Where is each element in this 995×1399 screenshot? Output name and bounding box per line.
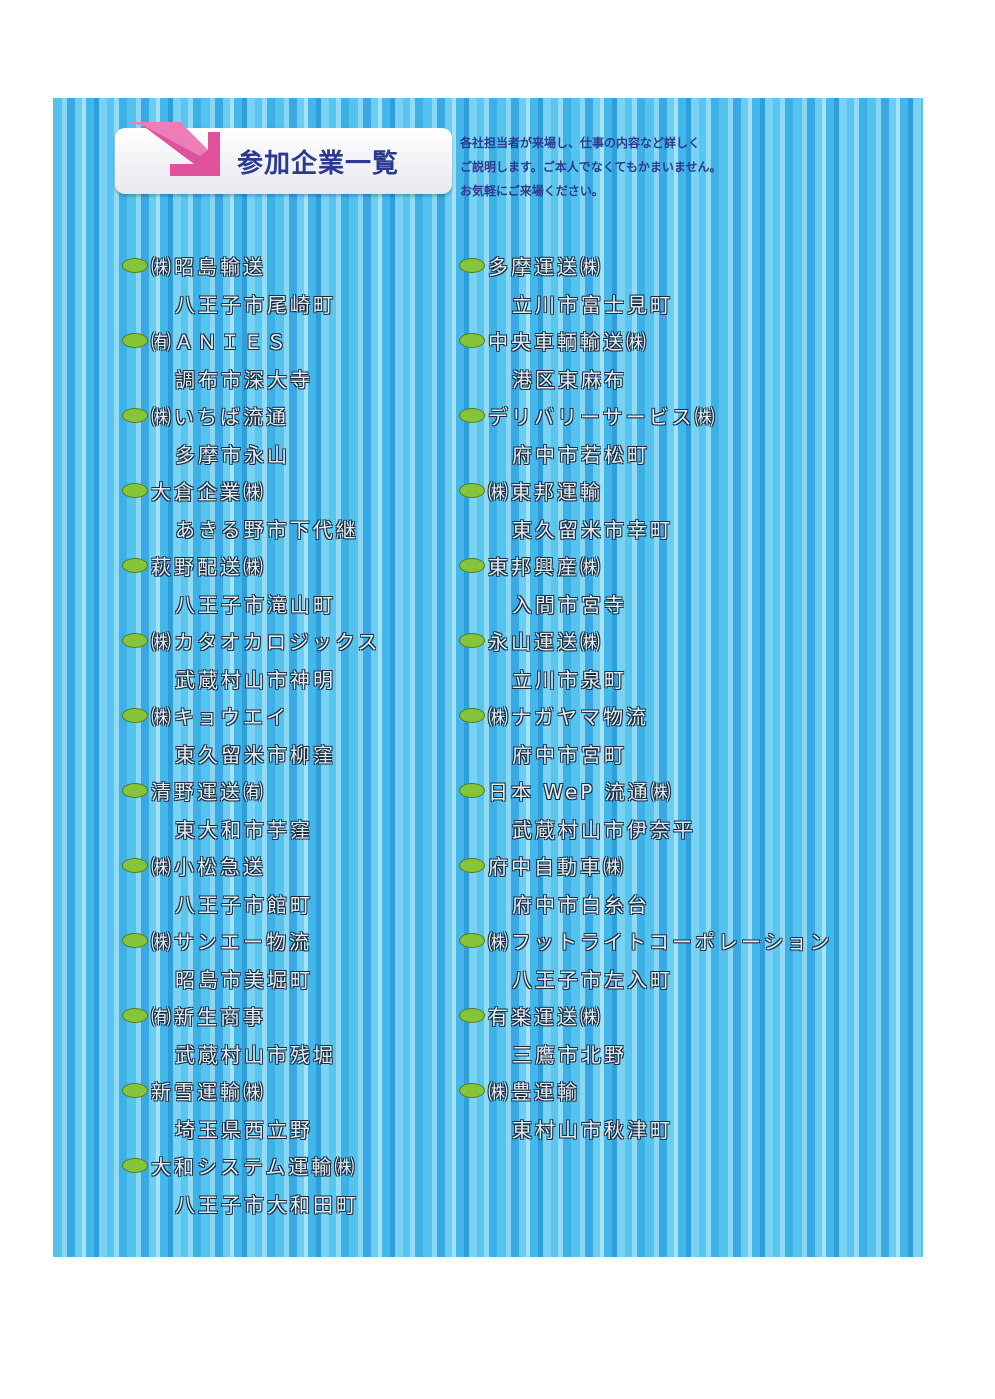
green-oval-icon xyxy=(459,857,485,873)
green-oval-icon xyxy=(459,407,485,423)
intro-note: 各社担当者が来場し、仕事の内容など詳しく ご説明します。ご本人でなくてもかまいま… xyxy=(460,131,780,203)
company-name: 府中自動車㈱ xyxy=(488,854,626,879)
company-name: ㈱いちば流通 xyxy=(151,404,289,429)
company-address: 東久留米市幸町 xyxy=(512,518,673,542)
company-address: 東久留米市柳窪 xyxy=(175,743,336,767)
company-name: ㈱フットライトコーポレーション xyxy=(488,929,833,954)
company-name: ㈱ナガヤマ物流 xyxy=(488,704,649,729)
company-name: 日本 WeP 流通㈱ xyxy=(488,779,674,804)
green-oval-icon xyxy=(122,857,148,873)
company-address: 府中市若松町 xyxy=(512,443,650,467)
green-oval-icon xyxy=(122,482,148,498)
green-oval-icon xyxy=(122,782,148,798)
company-address: 武蔵村山市伊奈平 xyxy=(512,818,696,842)
striped-background xyxy=(53,98,923,1257)
company-name: ㈱小松急送 xyxy=(151,854,266,879)
company-address: 東大和市芋窪 xyxy=(175,818,313,842)
company-address: 埼玉県西立野 xyxy=(175,1118,313,1142)
company-address: 昭島市美堀町 xyxy=(175,968,313,992)
company-name: ㈱昭島輸送 xyxy=(151,254,266,279)
company-name: 中央車輌輸送㈱ xyxy=(488,329,649,354)
company-address: 東村山市秋津町 xyxy=(512,1118,673,1142)
green-oval-icon xyxy=(122,632,148,648)
company-address: 港区東麻布 xyxy=(512,368,627,392)
note-line: お気軽にご来場ください。 xyxy=(460,184,604,198)
green-oval-icon xyxy=(122,707,148,723)
company-address: 府中市白糸台 xyxy=(512,893,650,917)
company-name: ㈱カタオカロジックス xyxy=(151,629,381,654)
company-address: 武蔵村山市神明 xyxy=(175,668,336,692)
green-oval-icon xyxy=(459,482,485,498)
green-oval-icon xyxy=(459,557,485,573)
green-oval-icon xyxy=(122,557,148,573)
green-oval-icon xyxy=(122,932,148,948)
company-name: ㈱東邦運輸 xyxy=(488,479,603,504)
company-name: ㈱サンエー物流 xyxy=(151,929,312,954)
company-address: 入間市宮寺 xyxy=(512,593,627,617)
green-oval-icon xyxy=(122,1157,148,1173)
green-oval-icon xyxy=(122,1007,148,1023)
green-oval-icon xyxy=(459,707,485,723)
company-address: 武蔵村山市残堀 xyxy=(175,1043,336,1067)
company-name: 大倉企業㈱ xyxy=(151,479,266,504)
pink-arrow-icon xyxy=(128,122,220,176)
green-oval-icon xyxy=(122,407,148,423)
company-name: ㈱キョウエイ xyxy=(151,704,289,729)
company-address: 多摩市永山 xyxy=(175,443,290,467)
company-address: 八王子市大和田町 xyxy=(175,1193,359,1217)
company-name: 新雪運輸㈱ xyxy=(151,1079,266,1104)
company-name: 清野運送㈲ xyxy=(151,779,266,804)
green-oval-icon xyxy=(459,782,485,798)
green-oval-icon xyxy=(459,1082,485,1098)
company-address: 三鷹市北野 xyxy=(512,1043,627,1067)
green-oval-icon xyxy=(459,257,485,273)
company-address: 八王子市尾崎町 xyxy=(175,293,336,317)
note-line: 各社担当者が来場し、仕事の内容など詳しく xyxy=(460,136,701,150)
green-oval-icon xyxy=(459,632,485,648)
company-address: あきる野市下代継 xyxy=(175,518,359,542)
company-address: 八王子市滝山町 xyxy=(175,593,336,617)
company-address: 立川市富士見町 xyxy=(512,293,673,317)
green-oval-icon xyxy=(459,932,485,948)
company-name: デリバリーサービス㈱ xyxy=(488,404,718,429)
company-address: 府中市宮町 xyxy=(512,743,627,767)
company-address: 八王子市館町 xyxy=(175,893,313,917)
company-name: 有楽運送㈱ xyxy=(488,1004,603,1029)
company-name: ㈱豊運輸 xyxy=(488,1079,580,1104)
green-oval-icon xyxy=(122,1082,148,1098)
company-name: 永山運送㈱ xyxy=(488,629,603,654)
company-name: ㈲ＡＮＩＥＳ xyxy=(151,329,289,354)
company-name: 多摩運送㈱ xyxy=(488,254,603,279)
green-oval-icon xyxy=(122,257,148,273)
company-name: 萩野配送㈱ xyxy=(151,554,266,579)
company-name: 大和システム運輸㈱ xyxy=(151,1154,358,1179)
company-address: 調布市深大寺 xyxy=(175,368,313,392)
note-line: ご説明します。ご本人でなくてもかまいません。 xyxy=(460,160,722,174)
company-address: 八王子市左入町 xyxy=(512,968,673,992)
green-oval-icon xyxy=(459,332,485,348)
green-oval-icon xyxy=(459,1007,485,1023)
company-name: ㈲新生商事 xyxy=(151,1004,266,1029)
green-oval-icon xyxy=(122,332,148,348)
page-title: 参加企業一覧 xyxy=(237,149,400,179)
company-address: 立川市泉町 xyxy=(512,668,627,692)
company-name: 東邦興産㈱ xyxy=(488,554,603,579)
